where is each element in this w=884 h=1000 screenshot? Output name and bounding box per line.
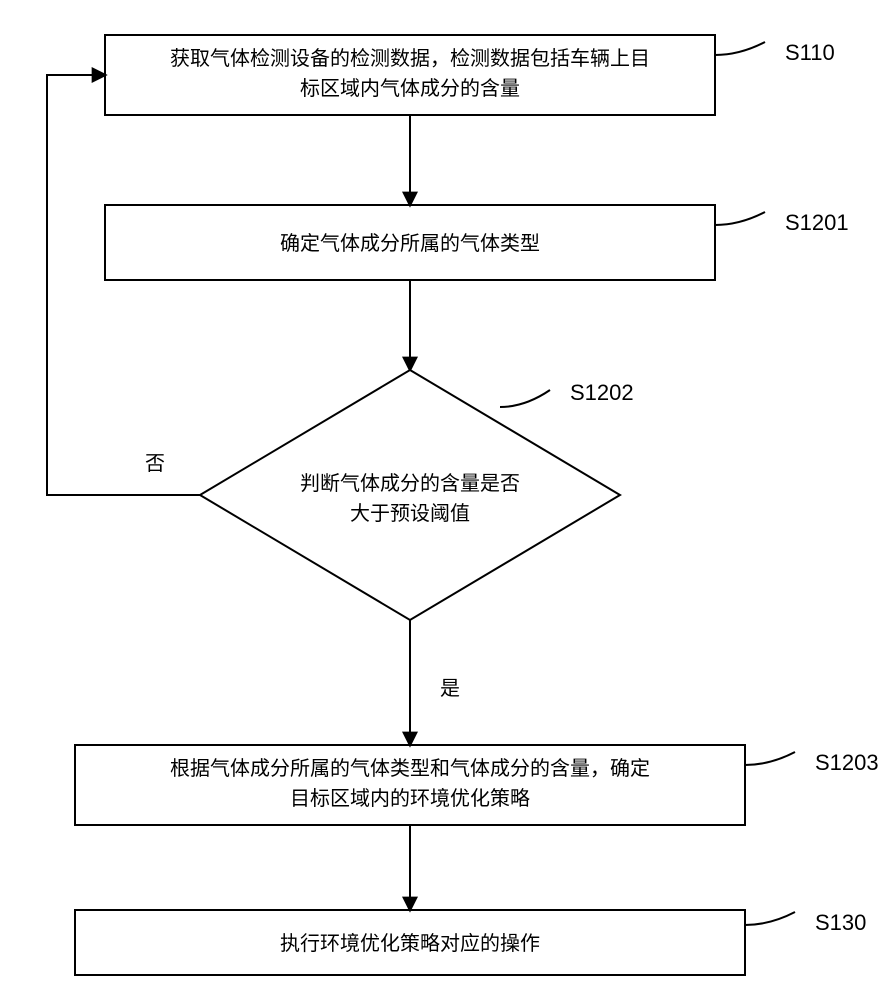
edge-s1202-no bbox=[47, 75, 200, 495]
node-s1201-line1: 确定气体成分所属的气体类型 bbox=[280, 232, 540, 255]
leader-s1201 bbox=[715, 212, 765, 225]
node-s130-line1: 执行环境优化策略对应的操作 bbox=[280, 932, 540, 955]
leader-s1203 bbox=[745, 752, 795, 765]
node-s110-line1: 获取气体检测设备的检测数据，检测数据包括车辆上目 bbox=[170, 47, 650, 70]
label-s110: S110 bbox=[785, 40, 835, 65]
leader-s110 bbox=[715, 42, 765, 55]
decision-yes-label: 是 bbox=[440, 678, 460, 700]
label-s1202: S1202 bbox=[570, 380, 634, 405]
node-s1202-line2: 大于预设阈值 bbox=[350, 502, 470, 525]
label-s1201: S1201 bbox=[785, 210, 849, 235]
node-s1202-line1: 判断气体成分的含量是否 bbox=[300, 472, 520, 495]
node-s1202 bbox=[200, 370, 620, 620]
leader-s1202 bbox=[500, 390, 550, 407]
node-s110 bbox=[105, 35, 715, 115]
node-s1203 bbox=[75, 745, 745, 825]
label-s130: S130 bbox=[815, 910, 866, 935]
leader-s130 bbox=[745, 912, 795, 925]
node-s1203-line2: 目标区域内的环境优化策略 bbox=[290, 787, 530, 810]
label-s1203: S1203 bbox=[815, 750, 879, 775]
decision-no-label: 否 bbox=[145, 453, 165, 475]
node-s110-line2: 标区域内气体成分的含量 bbox=[300, 77, 520, 100]
node-s1203-line1: 根据气体成分所属的气体类型和气体成分的含量，确定 bbox=[170, 757, 650, 780]
